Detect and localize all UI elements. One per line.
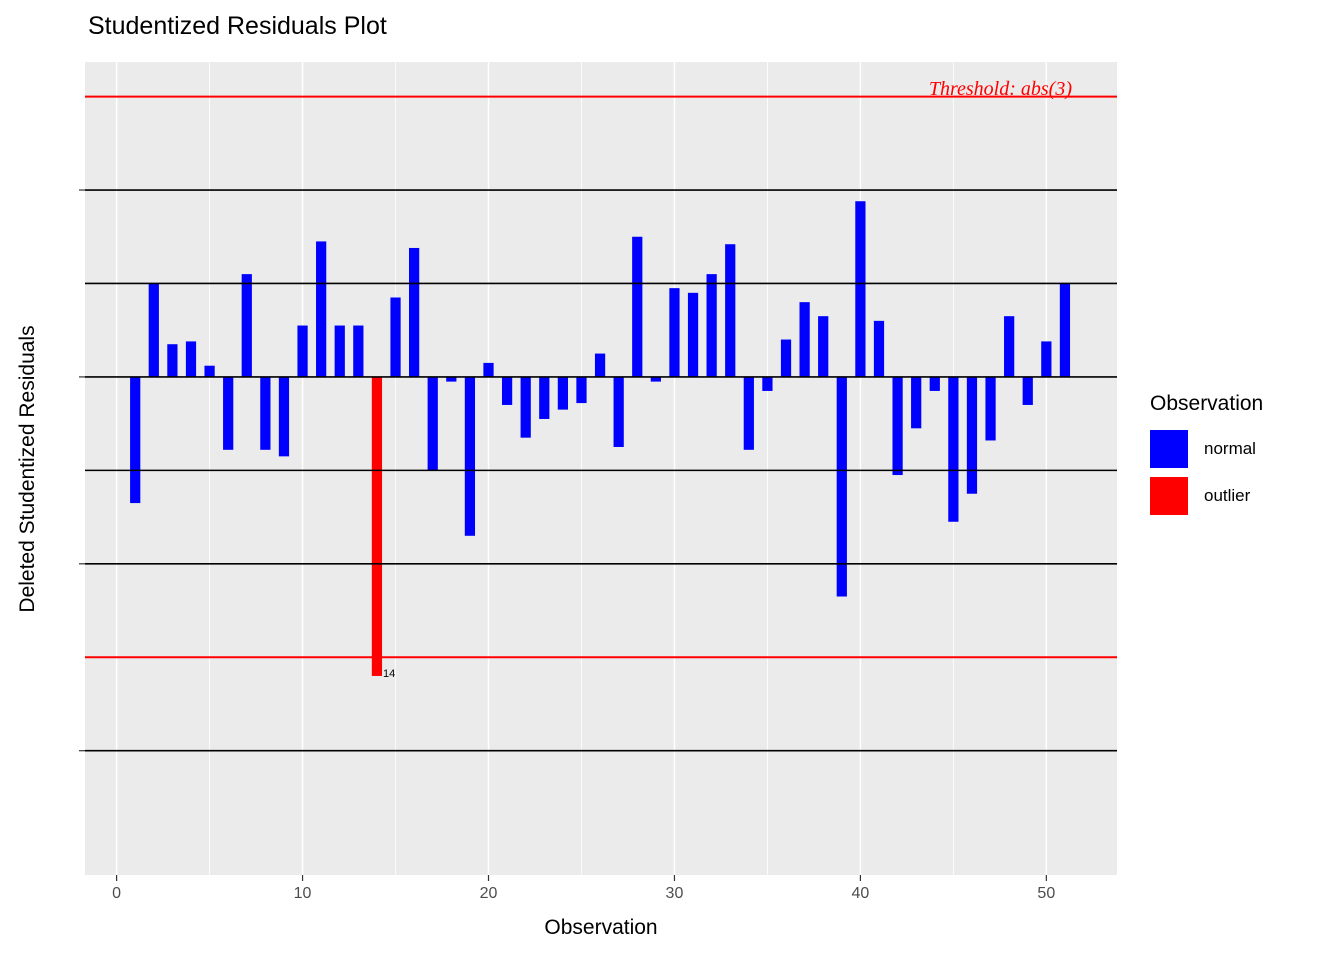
bar-obs-32 [706,274,717,377]
legend: Observation normal outlier [1150,392,1263,524]
bar-obs-9 [278,376,290,457]
bar-obs-12 [334,325,345,377]
legend-label-outlier: outlier [1204,486,1251,505]
bar-obs-26 [594,353,606,377]
x-tick-label-3: 30 [665,885,684,902]
bar-obs-29 [650,376,661,382]
bar-obs-16 [409,247,420,377]
bar-obs-49 [1022,376,1033,405]
bar-obs-40 [855,201,866,377]
bar-obs-2 [148,283,159,377]
bar-obs-35 [762,376,773,391]
x-tick-label-2: 20 [479,885,498,902]
bar-obs-14 [371,376,383,676]
x-tick-label-4: 40 [851,885,870,902]
bar-obs-4 [185,341,197,377]
bar-obs-44 [929,376,940,391]
bar-obs-8 [260,376,271,450]
bar-obs-17 [427,376,438,471]
bar-obs-5 [204,365,215,377]
bar-obs-10 [297,325,308,377]
bar-obs-47 [985,376,996,441]
bar-obs-21 [501,376,513,405]
bar-obs-3 [167,344,178,377]
bar-obs-20 [483,362,494,377]
outlier-point-label: 14 [383,667,396,680]
y-axis-title: Deleted Studentized Residuals [16,324,39,613]
bar-obs-33 [725,244,736,377]
bar-obs-22 [520,376,531,438]
x-axis-title: Observation [544,916,658,939]
legend-label-normal: normal [1204,439,1256,458]
x-tick-label-1: 10 [293,885,312,902]
bar-obs-19 [464,376,476,536]
bar-obs-6 [223,376,234,450]
bar-obs-11 [316,241,327,377]
bar-obs-30 [669,288,680,377]
bar-obs-45 [948,376,959,522]
x-tick-label-5: 50 [1037,885,1056,902]
bar-obs-51 [1059,283,1071,377]
bar-obs-31 [687,292,699,377]
bar-obs-43 [911,376,922,429]
bar-obs-34 [743,376,754,450]
bar-obs-42 [892,376,903,476]
bar-obs-25 [576,376,587,404]
bar-obs-38 [818,316,829,377]
bar-obs-23 [539,376,550,419]
bar-obs-50 [1041,341,1052,377]
legend-item-outlier: outlier [1150,477,1263,515]
x-tick-label-0: 0 [112,885,122,902]
bar-obs-39 [836,376,847,597]
bar-obs-46 [966,376,978,494]
bar-obs-18 [446,376,457,382]
bar-obs-27 [613,376,624,448]
plot-panel [85,62,1117,875]
bar-obs-48 [1004,316,1015,377]
legend-title: Observation [1150,392,1264,415]
bar-obs-7 [241,274,252,377]
bar-obs-13 [353,325,364,377]
legend-item-normal: normal [1150,430,1263,468]
bar-obs-24 [557,376,568,410]
bar-obs-36 [780,339,792,377]
bar-obs-1 [130,376,141,504]
bar-obs-37 [799,302,810,377]
bar-obs-28 [632,236,643,377]
bar-obs-41 [873,320,885,377]
chart-title: Studentized Residuals Plot [88,12,387,40]
legend-swatch-normal-icon [1150,430,1188,468]
legend-swatch-outlier-icon [1150,477,1188,515]
bar-obs-15 [390,297,401,377]
threshold-annotation: Threshold: abs(3) [928,77,1072,100]
